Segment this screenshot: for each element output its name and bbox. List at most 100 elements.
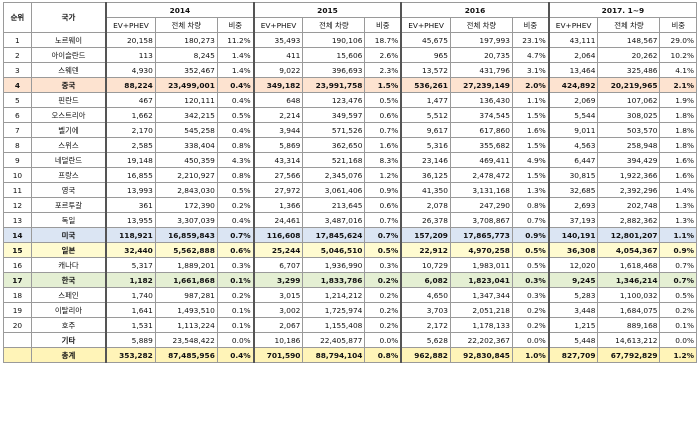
share-cell: 0.1%: [216, 302, 255, 318]
ev-phev-cell: 5,628: [400, 332, 451, 348]
ev-phev-cell: 3,002: [252, 302, 304, 318]
share-cell: 10.2%: [659, 47, 697, 63]
rank-cell: 20: [3, 317, 32, 333]
ev-phev-cell: 5,316: [400, 137, 451, 153]
share-cell: 0.4%: [216, 122, 255, 138]
ev-phev-cell: 5,544: [547, 107, 599, 123]
share-cell: 0.7%: [364, 122, 402, 138]
share-cell: 0.0%: [216, 332, 255, 348]
share-cell: 0.2%: [216, 197, 255, 213]
country-cell: 중국: [30, 77, 107, 93]
share-cell: 0.8%: [511, 197, 550, 213]
share-cell: 0.7%: [364, 227, 402, 243]
total-vehicles-cell: 2,345,076: [302, 167, 366, 183]
total-vehicles-cell: 349,597: [302, 107, 366, 123]
share-cell: 1.2%: [364, 167, 402, 183]
total-vehicles-cell: 1,155,408: [302, 317, 366, 333]
share-cell: 0.7%: [659, 272, 697, 288]
total-vehicles-cell: 16,859,843: [154, 227, 218, 243]
rank-cell: 16: [3, 257, 32, 273]
country-cell: 일본: [30, 242, 107, 258]
share-cell: 1.3%: [659, 212, 697, 228]
ev-phev-cell: 32,440: [105, 242, 156, 258]
total-vehicles-cell: 987,281: [154, 287, 218, 303]
share-cell: 0.3%: [364, 257, 402, 273]
share-cell: 0.1%: [659, 317, 697, 333]
ev-sales-table: 순위 국가 2014 2015 2016 2017. 1~9 EV+PHEV 전…: [3, 2, 697, 363]
ev-phev-cell: 1,740: [105, 287, 156, 303]
total-vehicles-cell: 889,168: [597, 317, 661, 333]
share-cell: 0.7%: [659, 257, 697, 273]
total-vehicles-header: 전체 차량: [449, 17, 513, 33]
ev-phev-cell: 361: [105, 197, 156, 213]
total-vehicles-cell: 123,476: [302, 92, 366, 108]
table-row: 5 핀란드 467 120,111 0.4% 648 123,476 0.5% 1,477 136…: [3, 92, 697, 108]
table-row: 14 미국 118,921 16,859,843 0.7% 116,608 17,845,6…: [3, 227, 697, 243]
total-vehicles-cell: 120,111: [154, 92, 218, 108]
total-vehicles-cell: 1,493,510: [154, 302, 218, 318]
share-cell: 4.7%: [511, 47, 550, 63]
total-vehicles-header: 전체 차량: [302, 17, 366, 33]
rank-cell: 19: [3, 302, 32, 318]
ev-phev-cell: 24,461: [252, 212, 304, 228]
year-header-2015: 2015: [252, 2, 402, 18]
share-cell: 1.4%: [216, 47, 255, 63]
rank-cell: 4: [3, 77, 32, 93]
total-vehicles-cell: 2,392,296: [597, 182, 661, 198]
table-row: 20 호주 1,531 1,113,224 0.1% 2,067 1,155,408 0.2%…: [3, 317, 697, 333]
country-cell: 네덜란드: [30, 152, 107, 168]
share-cell: 0.4%: [216, 347, 255, 363]
rank-cell: 3: [3, 62, 32, 78]
table-body: 1 노르웨이 20,158 180,273 11.2% 35,493 190,106 18.7…: [3, 32, 697, 363]
year-header-2014: 2014: [105, 2, 255, 18]
share-cell: 0.4%: [216, 212, 255, 228]
total-vehicles-cell: 617,860: [449, 122, 513, 138]
ev-phev-cell: 10,729: [400, 257, 451, 273]
table-row: 13 독일 13,955 3,307,039 0.4% 24,461 3,487,016 0.…: [3, 212, 697, 228]
total-vehicles-cell: 355,682: [449, 137, 513, 153]
table-row: 7 벨기에 2,170 545,258 0.4% 3,944 571,526 0.7% 9,61…: [3, 122, 697, 138]
ev-phev-cell: 9,011: [547, 122, 599, 138]
rank-cell: [3, 332, 32, 348]
ev-phev-cell: 13,993: [105, 182, 156, 198]
total-vehicles-cell: 394,429: [597, 152, 661, 168]
total-vehicles-cell: 3,061,406: [302, 182, 366, 198]
share-cell: 0.1%: [216, 272, 255, 288]
total-vehicles-cell: 1,618,468: [597, 257, 661, 273]
total-vehicles-header: 전체 차량: [154, 17, 218, 33]
rank-cell: 17: [3, 272, 32, 288]
ev-phev-cell: 5,512: [400, 107, 451, 123]
total-vehicles-cell: 1,347,344: [449, 287, 513, 303]
share-cell: 1.1%: [511, 92, 550, 108]
total-vehicles-cell: 14,613,212: [597, 332, 661, 348]
total-vehicles-cell: 450,359: [154, 152, 218, 168]
total-vehicles-cell: 503,570: [597, 122, 661, 138]
ev-phev-cell: 12,020: [547, 257, 599, 273]
share-cell: 4.1%: [659, 62, 697, 78]
year-header-2017: 2017. 1~9: [547, 2, 697, 18]
total-vehicles-cell: 362,650: [302, 137, 366, 153]
ev-phev-cell: 1,477: [400, 92, 451, 108]
total-vehicles-header: 전체 차량: [597, 17, 661, 33]
share-cell: 1.3%: [511, 182, 550, 198]
country-cell: 독일: [30, 212, 107, 228]
ev-phev-cell: 32,685: [547, 182, 599, 198]
table-row: 1 노르웨이 20,158 180,273 11.2% 35,493 190,106 18.7…: [3, 32, 697, 48]
ev-phev-cell: 23,146: [400, 152, 451, 168]
total-vehicles-cell: 521,168: [302, 152, 366, 168]
total-vehicles-cell: 2,478,472: [449, 167, 513, 183]
country-cell: 포르투갈: [30, 197, 107, 213]
country-cell: 노르웨이: [30, 32, 107, 48]
share-cell: 0.2%: [511, 302, 550, 318]
ev-phev-cell: 4,650: [400, 287, 451, 303]
total-vehicles-cell: 3,487,016: [302, 212, 366, 228]
share-cell: 2.3%: [364, 62, 402, 78]
ev-phev-cell: 13,955: [105, 212, 156, 228]
total-vehicles-cell: 12,801,207: [597, 227, 661, 243]
share-cell: 0.2%: [364, 287, 402, 303]
rank-cell: 15: [3, 242, 32, 258]
total-vehicles-cell: 1,100,032: [597, 287, 661, 303]
ev-phev-cell: 30,815: [547, 167, 599, 183]
total-vehicles-cell: 8,245: [154, 47, 218, 63]
ev-phev-cell: 43,111: [547, 32, 599, 48]
